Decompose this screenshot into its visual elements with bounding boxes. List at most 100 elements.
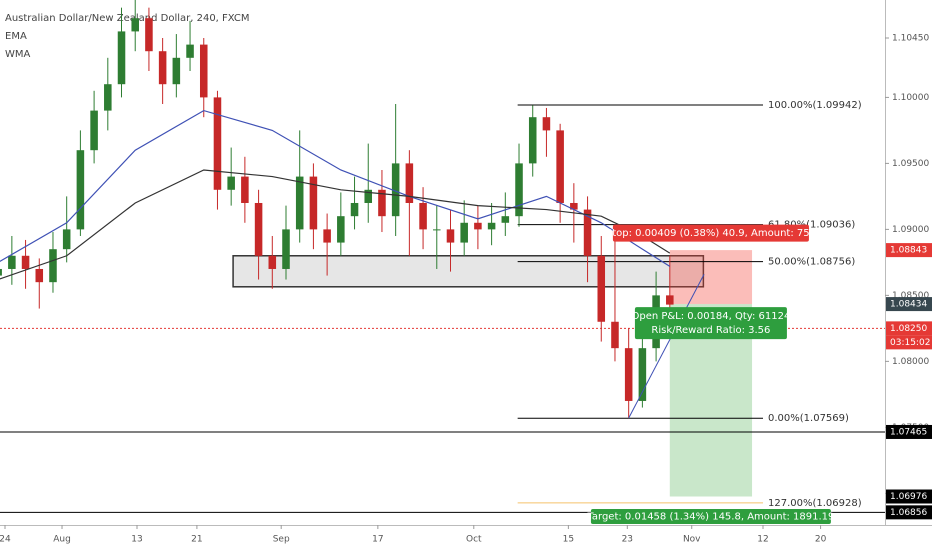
candle-body: [0, 268, 2, 276]
candle-body: [597, 255, 606, 322]
candle-body: [158, 51, 167, 85]
candle-body: [501, 216, 510, 223]
y-tick-label: 1.09500: [892, 159, 929, 169]
x-tick-label: 12: [757, 535, 768, 545]
legend-wma: WMA: [5, 49, 31, 60]
candle-body: [666, 295, 674, 305]
candle-body: [62, 229, 71, 250]
fib-label: 0.00%(1.07569): [768, 413, 849, 424]
candle-body: [474, 222, 482, 230]
candle-body: [172, 57, 181, 85]
time-axis-bg: [0, 526, 932, 550]
price-tag-bg: [886, 243, 932, 258]
price-tag: 1.06856: [890, 508, 927, 518]
candle-body: [186, 44, 194, 58]
pnl-box-bg: [634, 307, 787, 340]
fib-label: 50.00%(1.08756): [768, 257, 855, 268]
candle-body: [570, 202, 578, 210]
target-label: Target: 0.01458 (1.34%) 145.8, Amount: 1…: [586, 512, 834, 523]
candle-body: [460, 222, 468, 243]
candle-body: [282, 229, 290, 269]
x-tick-label: Aug: [53, 535, 71, 545]
candle-body: [391, 163, 400, 217]
chart-title: Australian Dollar/New Zealand Dollar, 24…: [5, 13, 250, 24]
y-tick-label: 1.10000: [892, 93, 929, 103]
candle-body: [8, 255, 16, 269]
candle-body: [309, 176, 318, 230]
candle-body: [350, 202, 359, 217]
candle-body: [611, 321, 619, 349]
fib-label: 100.00%(1.09942): [768, 100, 862, 111]
y-tick-label: 1.08000: [892, 357, 929, 367]
candle-body: [515, 163, 523, 217]
candle-body: [556, 130, 564, 203]
countdown-bg: [886, 335, 932, 350]
candle-body: [419, 202, 427, 230]
candle-body: [227, 176, 235, 190]
price-tag: 1.08434: [890, 300, 927, 310]
price-tag: 1.08250: [890, 324, 927, 334]
price-tag-bg: [886, 297, 932, 312]
candle-body: [528, 117, 537, 164]
stop-label-bg: [612, 224, 809, 242]
x-tick-label: 24: [0, 535, 11, 545]
candle-body: [21, 255, 30, 269]
candle-body: [104, 84, 112, 111]
x-tick-label: 21: [191, 535, 202, 545]
x-tick-label: 17: [372, 535, 383, 545]
trend-line: [628, 274, 705, 419]
candle-body: [241, 176, 249, 203]
candle-body: [131, 18, 139, 32]
candle-body: [35, 268, 44, 283]
indicator-line: [0, 169, 671, 280]
risk-area: [669, 250, 753, 305]
candle-body: [254, 202, 263, 256]
candle-body: [583, 209, 592, 256]
pnl-label: Open P&L: 0.00184, Qty: 61124: [631, 311, 790, 322]
candle-body: [90, 110, 98, 151]
candle-body: [213, 97, 222, 190]
countdown: 03:15:02: [890, 338, 930, 348]
y-tick-label: 1.09000: [892, 225, 929, 235]
x-tick-label: 20: [815, 535, 827, 545]
candle-body: [624, 348, 633, 401]
x-tick-label: Oct: [466, 535, 482, 545]
price-axis-bg: [886, 0, 932, 525]
fib-label: 61.80%(1.09036): [768, 220, 855, 231]
x-tick-label: Nov: [683, 535, 701, 545]
candle-body: [446, 229, 455, 243]
price-tag: 1.08843: [890, 246, 927, 256]
candle-body: [117, 31, 126, 85]
x-tick-label: 23: [622, 535, 633, 545]
candle-body: [49, 249, 57, 283]
candle-body: [323, 229, 331, 243]
price-tag-bg: [886, 489, 932, 504]
y-tick-label: 1.10450: [892, 34, 929, 44]
x-tick-label: Sep: [273, 535, 290, 545]
candle-body: [405, 163, 414, 203]
price-tag: 1.06976: [890, 492, 927, 502]
x-tick-label: 15: [563, 535, 574, 545]
candle-body: [145, 18, 153, 52]
rr-label: Risk/Reward Ratio: 3.56: [651, 325, 770, 336]
candle-body: [378, 189, 386, 217]
candle-body: [268, 255, 277, 269]
price-tag-bg: [886, 424, 932, 439]
candle-body: [487, 222, 496, 230]
price-tag: 1.07465: [890, 427, 927, 437]
candle-body: [542, 117, 551, 131]
y-tick-label: 1.08500: [892, 291, 929, 301]
candle-body: [433, 229, 441, 231]
x-tick-label: 13: [131, 535, 142, 545]
price-tag-bg: [886, 505, 932, 520]
stop-label: Stop: 0.00409 (0.38%) 40.9, Amount: 750: [606, 228, 816, 239]
candle-body: [337, 216, 345, 243]
price-tag-bg: [886, 321, 932, 336]
legend-ema: EMA: [5, 31, 27, 42]
indicator-line: [0, 109, 671, 267]
target-label-bg: [590, 509, 831, 525]
candle-body: [364, 189, 373, 203]
support-zone: [232, 255, 705, 288]
